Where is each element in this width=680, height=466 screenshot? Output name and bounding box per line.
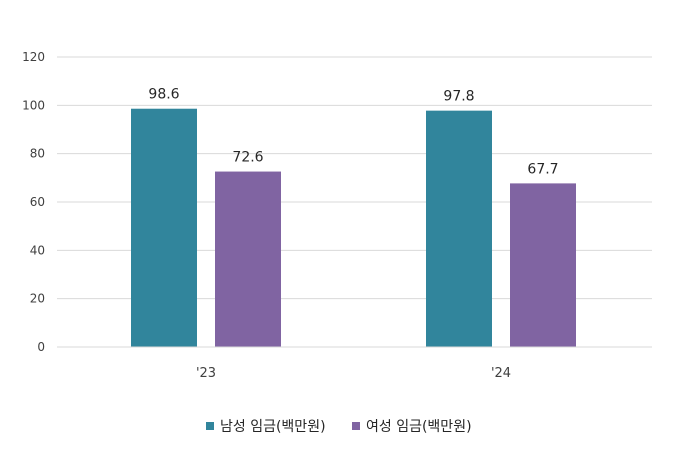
bars (131, 108, 576, 348)
data-label: 97.8 (443, 89, 474, 105)
legend-swatch (352, 422, 360, 430)
y-tick-label: 20 (30, 292, 45, 306)
legend: 남성 임금(백만원) 여성 임금(백만원) (206, 419, 472, 435)
x-axis: '23 '24 (57, 346, 652, 381)
legend-swatch (206, 422, 214, 430)
y-tick-label: 80 (30, 147, 45, 161)
y-tick-label: 60 (30, 195, 45, 209)
bar-female-0 (215, 171, 281, 347)
legend-item-male: 남성 임금(백만원) (206, 419, 326, 435)
y-tick-label: 120 (22, 50, 45, 64)
x-tick-label: '23 (196, 366, 216, 381)
data-label: 67.7 (527, 161, 558, 177)
y-tick-label: 100 (22, 98, 45, 112)
legend-item-female: 여성 임금(백만원) (352, 419, 472, 435)
y-tick-label: 40 (30, 243, 45, 257)
data-label: 72.6 (232, 150, 263, 166)
data-label: 98.6 (148, 87, 179, 103)
bar-male-0 (131, 108, 197, 347)
y-axis-tick-labels: 0 20 40 60 80 100 120 (22, 50, 45, 354)
bar-male-1 (426, 110, 492, 348)
legend-label: 남성 임금(백만원) (220, 419, 326, 435)
data-labels: 98.6 72.6 97.8 67.7 (148, 87, 558, 178)
legend-label: 여성 임금(백만원) (366, 419, 472, 435)
bar-female-1 (510, 183, 576, 347)
y-tick-label: 0 (37, 340, 45, 354)
x-tick-label: '24 (491, 366, 511, 381)
